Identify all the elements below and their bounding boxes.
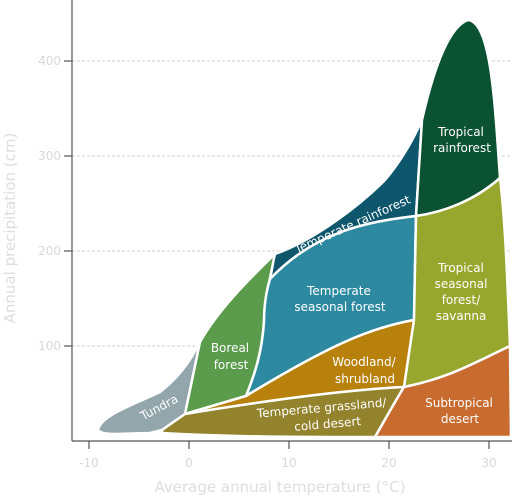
y-tick-label: 200 (38, 244, 61, 258)
y-tick-labels: 100 200 300 400 (38, 54, 61, 353)
label-tropical-seasonal-line1: Tropical (437, 261, 484, 275)
label-temperate-seasonal-line2: seasonal forest (294, 300, 386, 314)
label-woodland-line1: Woodland/ (332, 355, 396, 369)
label-boreal-line1: Boreal (211, 341, 249, 355)
x-tick-label: 20 (381, 456, 396, 470)
label-tropical-seasonal-line2: seasonal (435, 277, 488, 291)
label-tropical-seasonal-line3: forest/ (442, 293, 482, 307)
label-tropical-rainforest-line2: rainforest (433, 141, 491, 155)
label-tropical-seasonal-line4: savanna (436, 309, 487, 323)
x-tick-label: 30 (481, 456, 496, 470)
x-tick-label: 10 (281, 456, 296, 470)
y-tick-label: 300 (38, 149, 61, 163)
axes (64, 0, 512, 449)
y-axis-title: Annual precipitation (cm) (1, 133, 19, 324)
label-grassland-line2: cold desert (294, 414, 362, 434)
y-tick-label: 100 (38, 339, 61, 353)
biome-subtropical-desert (373, 344, 512, 439)
label-subtropical-desert-line1: Subtropical (425, 396, 493, 410)
label-boreal-line2: forest (214, 358, 249, 372)
label-subtropical-desert-line2: desert (441, 412, 480, 426)
label-woodland-line2: shrubland (335, 372, 395, 386)
y-tick-marks (64, 60, 72, 347)
x-tick-marks (88, 441, 490, 449)
x-tick-label: 0 (185, 456, 193, 470)
biome-tundra (97, 340, 202, 436)
x-tick-labels: -10 0 10 20 30 (79, 456, 496, 470)
y-tick-label: 400 (38, 54, 61, 68)
label-temperate-seasonal-line1: Temperate (306, 284, 371, 298)
label-tropical-rainforest-line1: Tropical (437, 125, 484, 139)
x-axis-title: Average annual temperature (°C) (155, 478, 406, 496)
x-tick-label: -10 (79, 456, 99, 470)
biome-regions (97, 18, 512, 439)
